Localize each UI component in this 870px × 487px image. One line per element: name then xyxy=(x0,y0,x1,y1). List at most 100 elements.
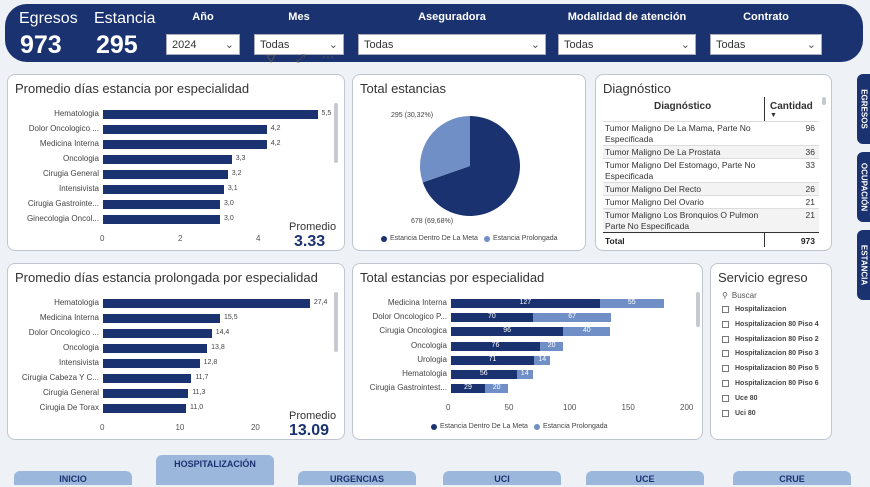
focus-mode-icon[interactable]: ⤢ xyxy=(296,53,305,65)
list-item[interactable]: Hospitalizacion 80 Piso 5 xyxy=(722,365,819,373)
table-row[interactable]: Tumor Maligno De La Mama, Parte No Espec… xyxy=(603,121,819,145)
x-tick-label: 2 xyxy=(178,234,183,243)
checkbox[interactable] xyxy=(722,394,729,402)
bar[interactable] xyxy=(103,200,220,209)
bar-value-label: 3,3 xyxy=(235,155,246,162)
pie-data-label: 678 (69,68%) xyxy=(411,218,453,225)
checkbox[interactable] xyxy=(722,365,729,373)
filter-contrato-select[interactable]: Todas ⌄ xyxy=(710,34,822,55)
list-item[interactable]: Uci 80 xyxy=(722,409,756,417)
pie-slice[interactable] xyxy=(422,116,520,216)
stacked-bar-segment[interactable] xyxy=(451,299,600,308)
list-item[interactable]: Hospitalizacion 80 Piso 6 xyxy=(722,380,819,387)
list-item[interactable]: Hospitalizacion xyxy=(722,306,786,313)
stacked-bar-segment[interactable] xyxy=(539,341,564,351)
stacked-bar-segment[interactable] xyxy=(516,370,533,379)
stacked-bar-segment[interactable] xyxy=(451,384,485,394)
legend4-prolongada: Estancia Prolongada xyxy=(542,423,608,430)
bar[interactable] xyxy=(103,359,200,368)
table-row[interactable]: Tumor Maligno De La Prostata 36 xyxy=(603,145,819,158)
chart3-scrollbar[interactable] xyxy=(334,292,338,352)
diag-name: Tumor Maligno Del Estomago, Parte No Esp… xyxy=(605,160,756,181)
checkbox[interactable] xyxy=(722,380,729,387)
legend-dentro: Estancia Dentro De La Meta xyxy=(390,235,478,242)
nav-tab-urgencias[interactable]: URGENCIAS xyxy=(298,471,416,485)
stacked-bar-segment[interactable] xyxy=(451,313,533,323)
servicio-search[interactable]: ⚲ Buscar xyxy=(722,291,757,300)
chart1-promedio-value: 3.33 xyxy=(294,233,326,250)
bar[interactable] xyxy=(103,404,187,413)
segment-value-label: 76 xyxy=(491,341,500,349)
bar[interactable] xyxy=(103,125,267,134)
chart1-scrollbar[interactable] xyxy=(334,103,338,163)
bar[interactable] xyxy=(103,299,310,308)
table-row[interactable]: Tumor Maligno Del Ovario 21 xyxy=(603,195,819,208)
table-row[interactable]: Tumor Maligno Los Bronquios O Pulmon Par… xyxy=(603,208,819,232)
legend-dot xyxy=(431,423,437,430)
filter-ano-select[interactable]: 2024 ⌄ xyxy=(166,34,240,55)
checkbox[interactable] xyxy=(722,335,729,343)
chart4-scrollbar[interactable] xyxy=(696,292,700,327)
list-item[interactable]: Hospitalizacion 80 Piso 2 xyxy=(722,335,819,343)
pie-slice[interactable] xyxy=(420,116,470,183)
stacked-bar-segment[interactable] xyxy=(563,327,611,337)
diag-count: 33 xyxy=(805,160,815,170)
side-tab-estancia[interactable]: ESTANCIA xyxy=(857,230,870,300)
bar-value-label: 3,0 xyxy=(224,215,234,222)
bar[interactable] xyxy=(103,170,228,179)
stacked-bar-segment[interactable] xyxy=(451,341,540,351)
bar-value-label: 15,5 xyxy=(224,314,238,321)
bar[interactable] xyxy=(103,110,318,119)
side-tab-ocupacion[interactable]: OCUPACIÓN xyxy=(857,152,870,222)
bar[interactable] xyxy=(103,329,212,338)
bar[interactable] xyxy=(103,389,189,398)
stacked-bar-segment[interactable] xyxy=(451,370,517,379)
pie-data-label: 295 (30,32%) xyxy=(391,112,433,119)
bar-value-label: 11,3 xyxy=(192,389,206,396)
nav-tab-crue[interactable]: CRUE xyxy=(733,471,851,485)
estancia-label: Estancia xyxy=(94,10,156,27)
stacked-bar-segment[interactable] xyxy=(451,327,564,337)
side-tab-egresos[interactable]: EGRESOS xyxy=(857,74,870,144)
x-tick-label: 100 xyxy=(563,403,577,412)
checkbox[interactable] xyxy=(722,409,729,417)
checkbox[interactable] xyxy=(722,306,729,313)
filter-modalidad-select[interactable]: Todas ⌄ xyxy=(558,34,696,55)
bar-category-label: Urologia xyxy=(417,354,447,364)
nav-tab-inicio[interactable]: INICIO xyxy=(14,471,132,485)
bar[interactable] xyxy=(103,215,220,224)
nav-tab-hospitalizacion[interactable]: HOSPITALIZACIÓN xyxy=(156,455,274,485)
bar[interactable] xyxy=(103,314,220,323)
stacked-bar-segment[interactable] xyxy=(484,384,509,394)
diag-scrollbar[interactable] xyxy=(822,97,826,105)
nav-tab-uci[interactable]: UCI xyxy=(443,471,561,485)
bar[interactable] xyxy=(103,344,208,353)
diag-name: Tumor Maligno De La Mama, Parte No Espec… xyxy=(605,123,751,144)
checkbox[interactable] xyxy=(722,350,729,358)
list-item[interactable]: Uce 80 xyxy=(722,394,758,402)
stacked-bar-segment[interactable] xyxy=(532,313,612,323)
bar-category-label: Dolor Oncologico ... xyxy=(28,124,99,133)
x-tick-label: 0 xyxy=(446,403,451,412)
filter-label-ano: Año xyxy=(192,11,214,23)
more-options-icon[interactable]: ⋯ xyxy=(322,50,334,64)
list-item[interactable]: Hospitalizacion 80 Piso 4 xyxy=(722,320,819,328)
filter-icon[interactable]: ⛛ xyxy=(266,52,277,66)
bar[interactable] xyxy=(103,140,267,149)
list-item[interactable]: Hospitalizacion 80 Piso 3 xyxy=(722,350,819,358)
filter-aseguradora-select[interactable]: Todas ⌄ xyxy=(358,34,546,55)
table-row[interactable]: Tumor Maligno Del Estomago, Parte No Esp… xyxy=(603,158,819,182)
filter-mes-select[interactable]: Todas ⌄ xyxy=(254,34,344,55)
nav-tab-uce[interactable]: UCE xyxy=(586,471,704,485)
diag-col-diagnostico[interactable]: Diagnóstico xyxy=(654,101,712,112)
chevron-down-icon: ⌄ xyxy=(680,39,690,51)
diag-col-cantidad[interactable]: Cantidad xyxy=(770,101,813,112)
bar[interactable] xyxy=(103,185,224,194)
stacked-bar-segment[interactable] xyxy=(534,355,551,365)
checkbox[interactable] xyxy=(722,320,729,328)
table-row[interactable]: Tumor Maligno Del Recto 26 xyxy=(603,182,819,195)
bar[interactable] xyxy=(103,155,232,164)
stacked-bar-segment[interactable] xyxy=(451,355,535,365)
stacked-bar-segment[interactable] xyxy=(599,299,664,308)
bar[interactable] xyxy=(103,374,192,383)
